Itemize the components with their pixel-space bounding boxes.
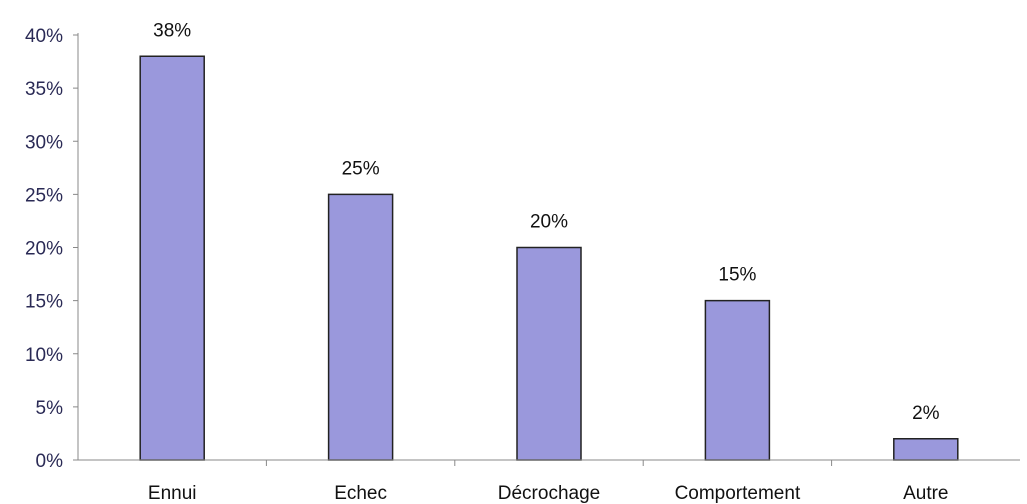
x-axis-labels: Ennui Echec Décrochage Comportement Autre [148, 483, 949, 504]
y-tick-label: 5% [36, 398, 64, 419]
bar-comportement [704, 299, 771, 461]
data-label: 20% [530, 212, 568, 233]
x-category-label: Comportement [675, 483, 801, 504]
y-axis-ticks: 0% 5% 10% 15% 20% 25% 30% 35% 40% [25, 26, 78, 472]
y-tick-label: 40% [25, 26, 63, 47]
data-label: 38% [153, 20, 191, 41]
y-tick-label: 15% [25, 292, 63, 313]
data-label: 15% [718, 265, 756, 286]
axes [77, 33, 1020, 466]
y-tick-label: 30% [25, 132, 63, 153]
data-label: 25% [342, 158, 380, 179]
x-category-label: Ennui [148, 483, 197, 504]
bar-autre [893, 438, 959, 461]
bar-ennui [139, 55, 205, 461]
x-category-label: Echec [334, 483, 387, 504]
data-labels: 38% 25% 20% 15% 2% [153, 20, 939, 424]
y-tick-label: 25% [25, 185, 63, 206]
bar-décrochage [516, 246, 582, 461]
bars [139, 55, 959, 461]
data-label: 2% [912, 403, 940, 424]
y-tick-label: 0% [36, 451, 64, 472]
x-category-label: Autre [903, 483, 948, 504]
y-tick-label: 10% [25, 345, 63, 366]
x-category-label: Décrochage [498, 483, 600, 504]
y-tick-label: 35% [25, 79, 63, 100]
bar-echec [327, 193, 394, 461]
y-tick-label: 20% [25, 239, 63, 260]
